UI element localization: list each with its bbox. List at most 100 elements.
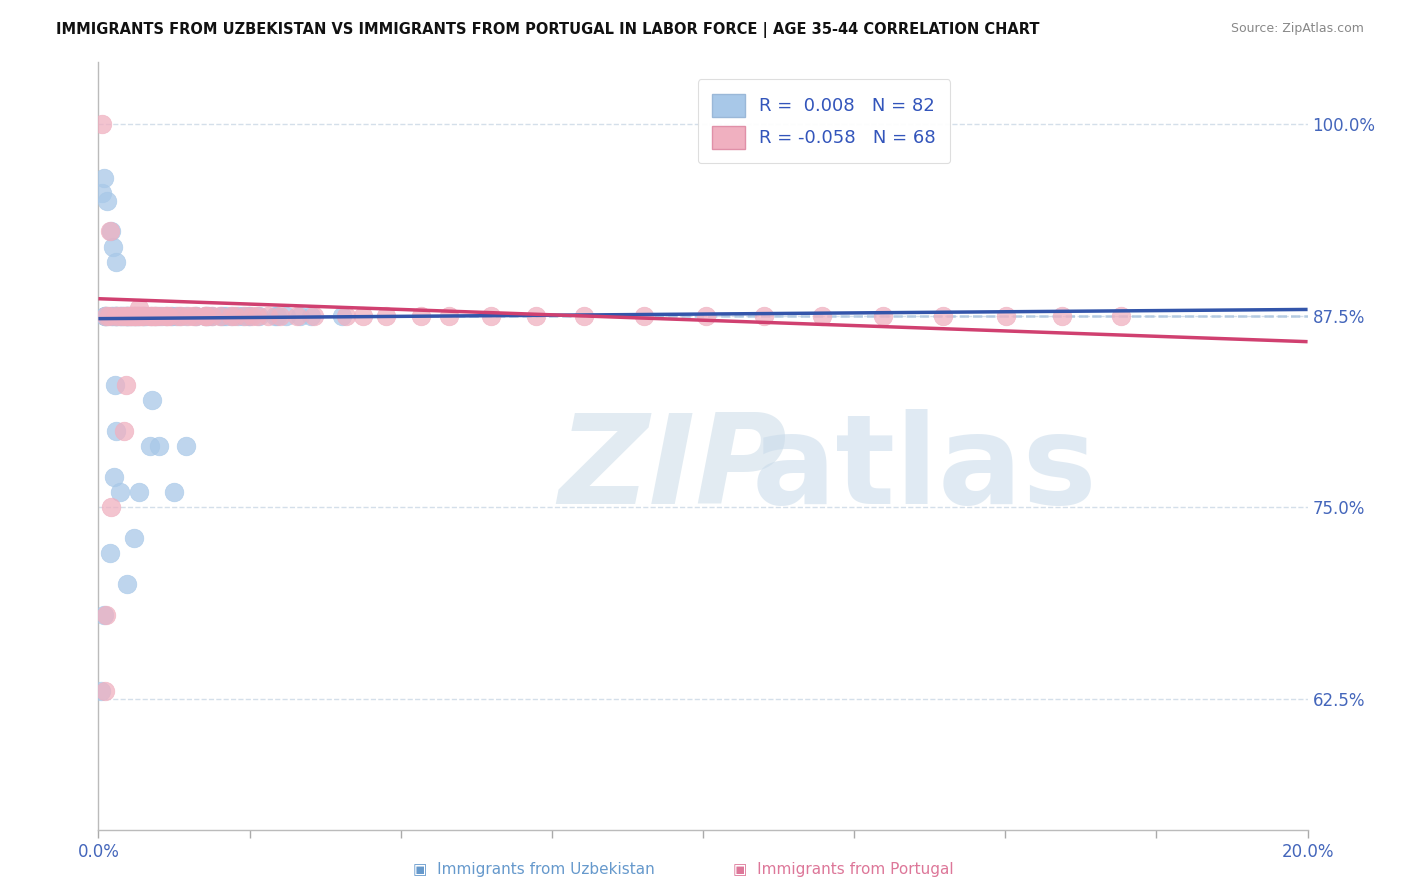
Point: [150, 309, 173, 323]
Point: [101, 309, 124, 323]
Point: [159, 309, 181, 323]
Point: [115, 309, 138, 323]
Point: [633, 309, 655, 323]
Point: [263, 309, 285, 323]
Point: [145, 309, 167, 323]
Point: [115, 377, 138, 392]
Point: [111, 309, 134, 323]
Point: [352, 309, 374, 323]
Point: [90, 117, 112, 131]
Point: [224, 309, 246, 323]
Point: [120, 309, 142, 323]
Point: [112, 309, 135, 323]
Point: [132, 309, 155, 323]
Point: [197, 309, 219, 323]
Point: [93, 309, 115, 323]
Point: [142, 309, 165, 323]
Point: [302, 309, 325, 323]
Point: [98, 224, 121, 238]
Point: [107, 309, 129, 323]
Point: [96, 194, 118, 208]
Point: [155, 309, 177, 323]
Point: [257, 309, 280, 323]
Point: [134, 309, 156, 323]
Point: [110, 485, 132, 500]
Point: [160, 309, 183, 323]
Point: [108, 309, 131, 323]
Point: [197, 309, 219, 323]
Point: [145, 309, 167, 323]
Point: [97, 309, 120, 323]
Point: [135, 309, 157, 323]
Point: [1052, 309, 1074, 323]
Point: [994, 309, 1017, 323]
Point: [155, 309, 177, 323]
Point: [148, 309, 170, 323]
Point: [524, 309, 547, 323]
Point: [572, 309, 595, 323]
Point: [194, 309, 217, 323]
Point: [169, 309, 191, 323]
Text: Source: ZipAtlas.com: Source: ZipAtlas.com: [1230, 22, 1364, 36]
Point: [121, 309, 143, 323]
Point: [183, 309, 205, 323]
Point: [1109, 309, 1132, 323]
Point: [201, 309, 224, 323]
Point: [209, 309, 232, 323]
Point: [288, 309, 311, 323]
Point: [104, 309, 127, 323]
Point: [285, 309, 308, 323]
Point: [115, 309, 138, 323]
Point: [157, 309, 180, 323]
Point: [120, 309, 142, 323]
Point: [90, 684, 112, 698]
Point: [238, 309, 260, 323]
Point: [101, 239, 124, 253]
Point: [128, 309, 150, 323]
Point: [246, 309, 269, 323]
Point: [811, 309, 834, 323]
Point: [100, 224, 122, 238]
Point: [129, 309, 152, 323]
Point: [93, 684, 115, 698]
Point: [96, 607, 118, 622]
Point: [115, 577, 138, 591]
Point: [100, 500, 122, 515]
Point: [110, 309, 132, 323]
Point: [932, 309, 955, 323]
Point: [124, 309, 146, 323]
Point: [115, 309, 138, 323]
Point: [479, 309, 502, 323]
Point: [194, 309, 217, 323]
Point: [128, 485, 150, 500]
Point: [105, 255, 128, 269]
Point: [91, 186, 114, 200]
Point: [122, 309, 145, 323]
Point: [128, 309, 150, 323]
Point: [335, 309, 357, 323]
Point: [105, 309, 128, 323]
Point: [162, 485, 184, 500]
Y-axis label: In Labor Force | Age 35-44: In Labor Force | Age 35-44: [0, 336, 8, 556]
Point: [226, 309, 249, 323]
Point: [148, 439, 170, 453]
Point: [128, 301, 150, 315]
Text: IMMIGRANTS FROM UZBEKISTAN VS IMMIGRANTS FROM PORTUGAL IN LABOR FORCE | AGE 35-4: IMMIGRANTS FROM UZBEKISTAN VS IMMIGRANTS…: [56, 22, 1040, 38]
Point: [93, 607, 115, 622]
Point: [209, 309, 232, 323]
Point: [104, 424, 127, 438]
Point: [174, 439, 197, 453]
Point: [274, 309, 297, 323]
Point: [125, 309, 148, 323]
Point: [232, 309, 254, 323]
Point: [409, 309, 432, 323]
Point: [94, 309, 117, 323]
Point: [247, 309, 270, 323]
Point: [177, 309, 200, 323]
Point: [240, 309, 263, 323]
Point: [375, 309, 398, 323]
Point: [114, 309, 136, 323]
Point: [184, 309, 207, 323]
Point: [117, 309, 139, 323]
Point: [104, 377, 127, 392]
